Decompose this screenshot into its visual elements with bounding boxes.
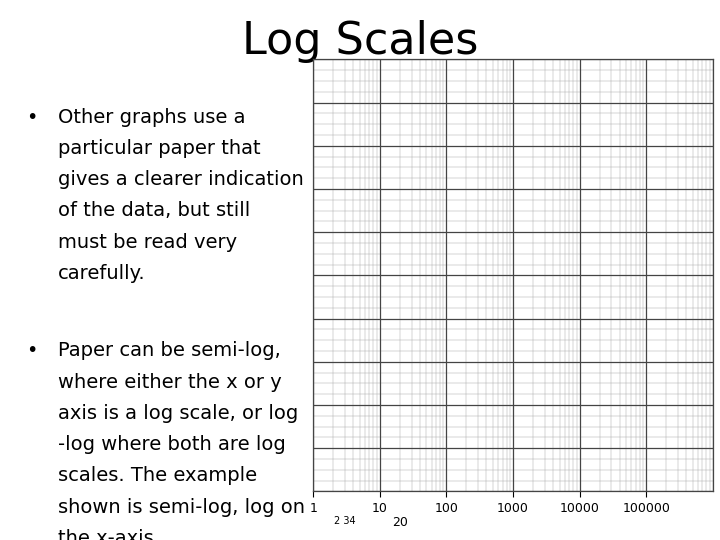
Text: •: •	[26, 341, 37, 360]
Text: Other graphs use a: Other graphs use a	[58, 107, 246, 126]
Text: 2 34: 2 34	[334, 516, 356, 526]
Text: gives a clearer indication: gives a clearer indication	[58, 170, 304, 189]
Text: axis is a log scale, or log: axis is a log scale, or log	[58, 404, 298, 423]
Text: Paper can be semi-log,: Paper can be semi-log,	[58, 341, 281, 360]
Text: scales. The example: scales. The example	[58, 467, 257, 485]
Text: carefully.: carefully.	[58, 264, 145, 283]
Text: particular paper that: particular paper that	[58, 139, 261, 158]
Text: •: •	[26, 107, 37, 126]
Text: the x-axis.: the x-axis.	[58, 529, 160, 540]
Text: where either the x or y: where either the x or y	[58, 373, 282, 392]
Text: shown is semi-log, log on: shown is semi-log, log on	[58, 498, 305, 517]
Text: 20: 20	[392, 516, 408, 529]
Text: of the data, but still: of the data, but still	[58, 201, 250, 220]
Text: -log where both are log: -log where both are log	[58, 435, 286, 454]
Text: Log Scales: Log Scales	[242, 20, 478, 63]
Text: must be read very: must be read very	[58, 233, 237, 252]
